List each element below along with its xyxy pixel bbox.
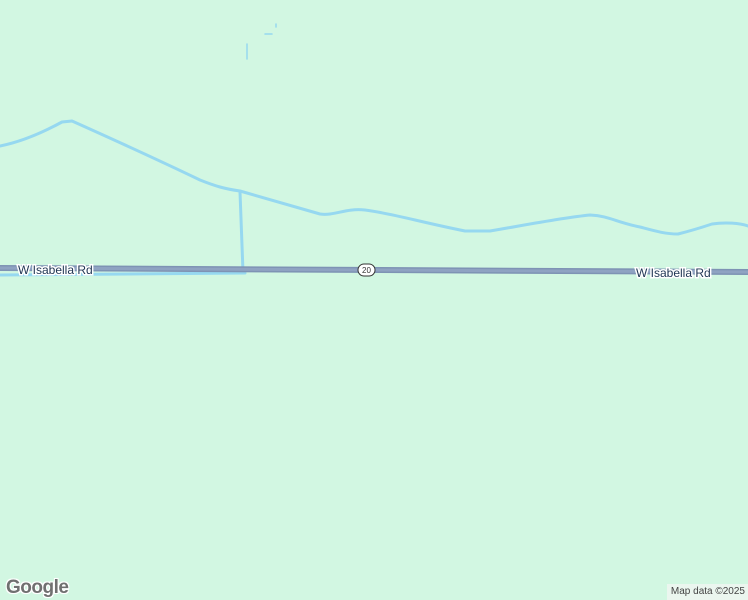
map-attribution[interactable]: Map data ©2025 [666,584,748,600]
stream-branch [238,190,245,274]
stream-fragment [264,23,277,35]
road-label-left: W Isabella Rd [18,263,93,277]
stream-along-road [0,271,247,277]
road-label-right: W Isabella Rd [636,266,711,280]
stream-main [0,119,748,236]
route-shield: 20 [357,263,376,277]
svg-text:20: 20 [362,266,371,275]
google-logo[interactable]: Google [6,577,69,598]
streams [0,23,748,277]
